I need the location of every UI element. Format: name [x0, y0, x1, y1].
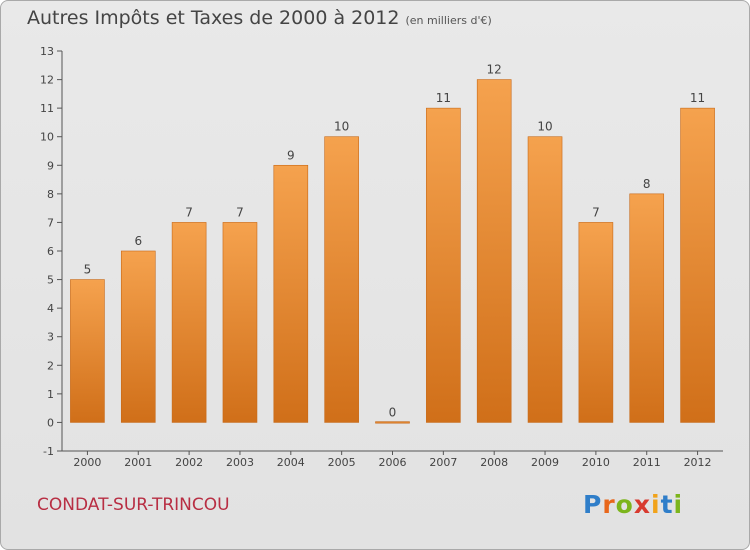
x-tick-label: 2005 [328, 456, 356, 469]
y-tick-label: 8 [47, 188, 54, 201]
x-tick-label: 2000 [73, 456, 101, 469]
logo-letter: r [602, 490, 616, 519]
x-tick-label: 2009 [531, 456, 559, 469]
y-tick-label: 4 [47, 302, 54, 315]
bar[interactable] [222, 222, 258, 423]
bar-value-label: 10 [537, 120, 552, 134]
bar-value-label: 11 [690, 91, 705, 105]
logo-letter: P [583, 490, 603, 519]
bar[interactable] [629, 193, 665, 423]
proxiti-logo[interactable]: Proxiti [583, 490, 683, 519]
bar[interactable] [324, 136, 359, 423]
y-tick-label: 10 [40, 131, 54, 144]
y-tick-label: 7 [47, 216, 54, 229]
x-tick-label: 2004 [277, 456, 305, 469]
bar-value-label: 6 [134, 234, 142, 248]
chart-title-text: Autres Impôts et Taxes de 2000 à 2012 [27, 7, 400, 29]
y-tick-label: 11 [40, 102, 54, 115]
bar-value-label: 7 [236, 205, 244, 219]
x-tick-label: 2012 [684, 456, 712, 469]
bar-value-label: 11 [436, 91, 451, 105]
y-tick-label: 5 [47, 274, 54, 287]
x-tick-label: 2010 [582, 456, 610, 469]
y-tick-label: 13 [40, 45, 54, 58]
bar-value-label: 9 [287, 148, 295, 162]
bar-value-label: 10 [334, 120, 349, 134]
commune-name: CONDAT-SUR-TRINCOU [37, 495, 230, 515]
bar[interactable] [527, 136, 563, 423]
x-tick-label: 2002 [175, 456, 203, 469]
y-tick-label: 1 [47, 388, 54, 401]
bar[interactable] [171, 222, 207, 423]
y-tick-label: 3 [47, 331, 54, 344]
logo-letter: i [651, 490, 661, 519]
logo-letter: x [633, 490, 651, 519]
x-tick-label: 2007 [429, 456, 457, 469]
logo-letter: t [660, 490, 674, 519]
chart-title: Autres Impôts et Taxes de 2000 à 2012 (en… [27, 7, 492, 29]
bar[interactable] [120, 250, 156, 423]
bar[interactable] [476, 79, 512, 423]
bars [70, 79, 715, 424]
x-tick-label: 2011 [633, 456, 661, 469]
x-tick-label: 2003 [226, 456, 254, 469]
y-tick-label: 12 [40, 74, 54, 87]
bar[interactable] [426, 107, 461, 423]
x-tick-label: 2008 [480, 456, 508, 469]
logo-letter: o [615, 490, 634, 519]
bar-value-label: 8 [643, 177, 651, 191]
bar[interactable] [578, 222, 614, 423]
labels: 5 6 7 7 9 10 0 11 12 10 7 8 11 [84, 63, 706, 420]
bar[interactable] [680, 107, 715, 423]
y-tick-label: 0 [47, 416, 54, 429]
y-tick-label: 9 [47, 159, 54, 172]
y-tick-label: -1 [43, 445, 54, 458]
bar-value-label: 7 [185, 205, 193, 219]
y-tick-label: 2 [47, 359, 54, 372]
bar-value-label: 12 [487, 63, 502, 77]
x-tick-label: 2001 [124, 456, 152, 469]
chart-subtitle: (en milliers d'€) [405, 14, 492, 27]
bar-value-label: 7 [592, 205, 600, 219]
bar[interactable] [70, 279, 105, 423]
bar[interactable] [375, 421, 410, 424]
logo-letter: i [673, 490, 684, 519]
y-tick-label: 6 [47, 245, 54, 258]
bar[interactable] [273, 164, 309, 423]
bar-value-label: 5 [84, 263, 92, 277]
bar-value-label: 0 [389, 405, 397, 419]
x-tick-label: 2006 [379, 456, 407, 469]
